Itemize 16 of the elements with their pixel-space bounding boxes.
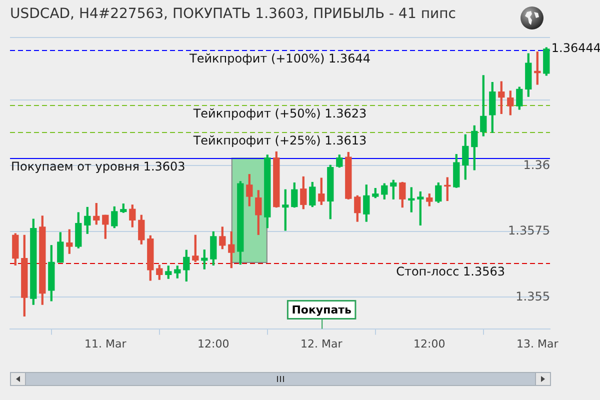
y-tick-label: 1.36 — [523, 158, 550, 172]
x-tick-label: 12:00 — [198, 337, 230, 350]
y-tick-label: 1.355 — [516, 289, 550, 304]
x-tick-label: 13. Mar — [516, 337, 559, 350]
ref-line-label: Тейкпрофит (+25%) 1.3613 — [192, 134, 367, 148]
annotation: Покупать — [292, 304, 352, 317]
ref-line-label: Покупаем от уровня 1.3603 — [11, 160, 186, 174]
ref-line-label: Тейкпрофит (+100%) 1.3644 — [188, 52, 370, 66]
x-tick-label: 11. Mar — [84, 337, 127, 350]
annotation: 1.36444 — [551, 41, 600, 56]
ref-line-label: Стоп-лосс 1.3563 — [396, 264, 505, 279]
y-tick-label: 1.3575 — [508, 224, 550, 238]
chart-title: USDCAD, H4#227563, ПОКУПАТЬ 1.3603, ПРИБЫЛЬ - 41 пипс — [10, 6, 456, 22]
x-tick-label: 12. Mar — [300, 337, 343, 350]
x-tick-label: 12:00 — [414, 337, 446, 350]
ref-line-label: Тейкпрофит (+50%) 1.3623 — [192, 106, 367, 121]
